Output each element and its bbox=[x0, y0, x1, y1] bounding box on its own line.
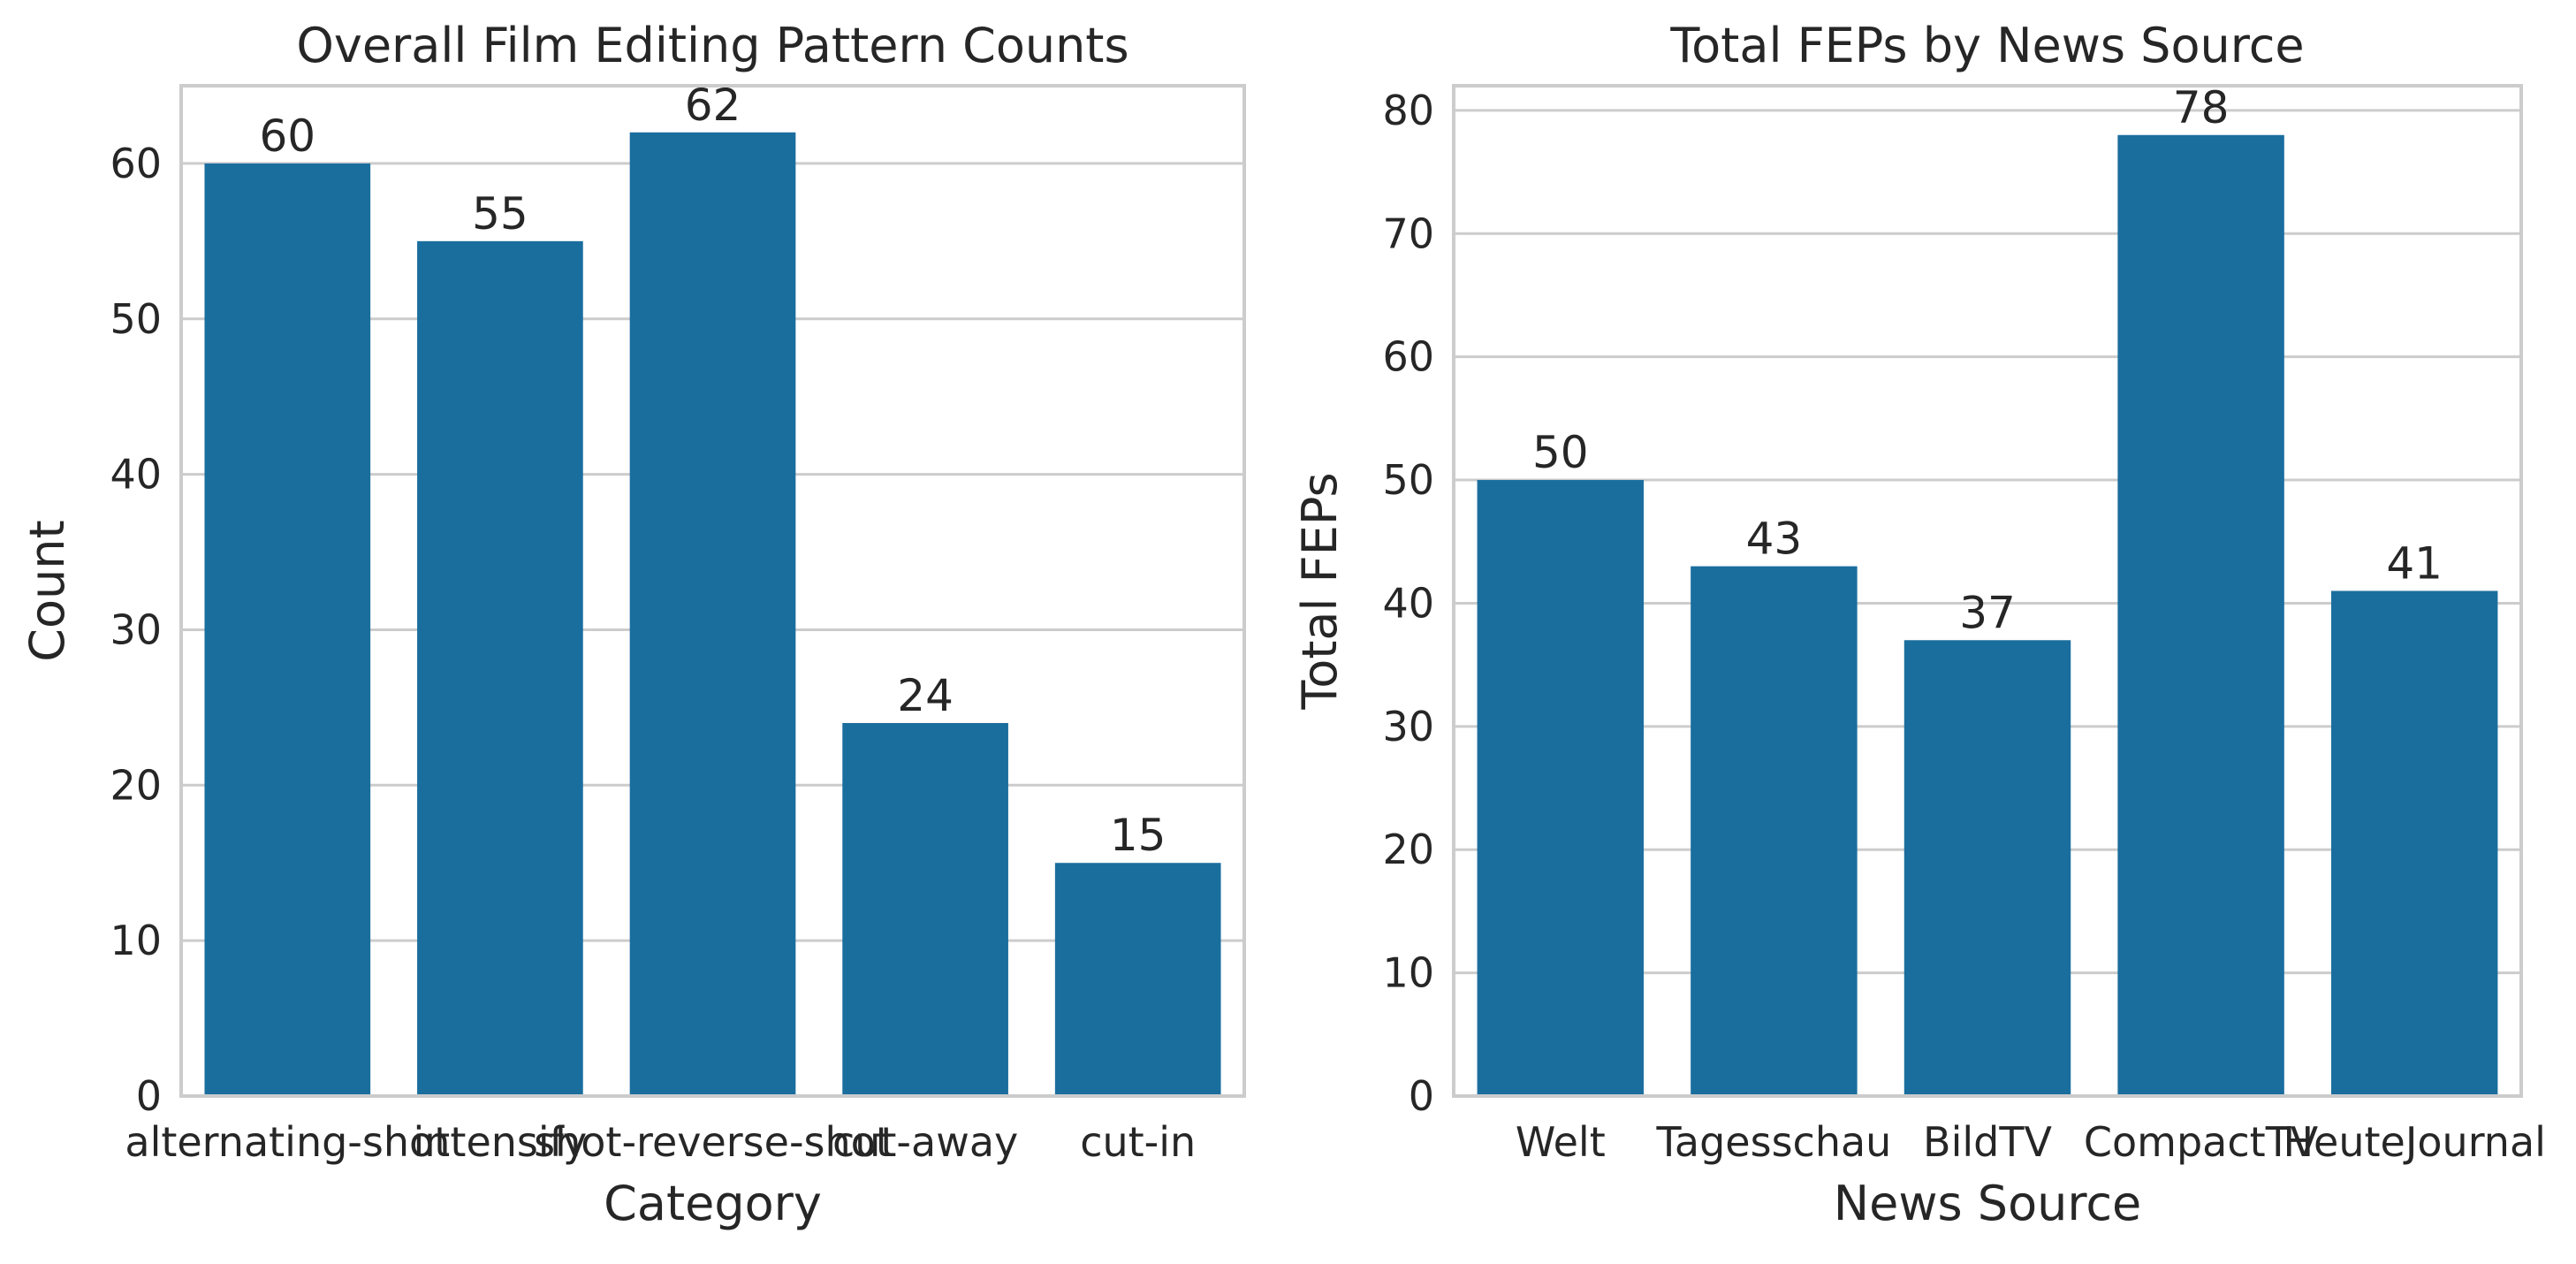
bar bbox=[629, 132, 796, 1096]
chart-fep-counts: Overall Film Editing Pattern Counts Cate… bbox=[19, 18, 1246, 1231]
bar-value-label: 41 bbox=[2386, 538, 2443, 590]
y-axis-label: Count bbox=[19, 520, 75, 661]
bar-value-label: 62 bbox=[685, 80, 741, 131]
bar bbox=[2330, 590, 2498, 1096]
y-tick-label: 30 bbox=[110, 605, 162, 653]
x-axis-label: News Source bbox=[1834, 1176, 2142, 1231]
x-axis-label: Category bbox=[604, 1176, 822, 1231]
x-tick-label: intensify bbox=[414, 1118, 588, 1166]
y-tick-label: 0 bbox=[1409, 1072, 1434, 1120]
y-axis-label: Total FEPs bbox=[1292, 472, 1348, 710]
y-tick-label: 30 bbox=[1382, 703, 1434, 750]
chart-feps-by-source: Total FEPs by News Source News Source To… bbox=[1292, 18, 2546, 1231]
y-tick-label: 50 bbox=[1382, 456, 1434, 504]
y-tick-label: 40 bbox=[1382, 579, 1434, 627]
x-tick-label: shot-reverse-shot bbox=[534, 1118, 892, 1166]
y-tick-label: 60 bbox=[1382, 333, 1434, 381]
y-tick-label: 20 bbox=[110, 761, 162, 809]
y-tick-label: 0 bbox=[136, 1072, 162, 1120]
bar bbox=[1691, 566, 1858, 1096]
bar-value-label: 15 bbox=[1110, 810, 1166, 861]
chart-title: Total FEPs by News Source bbox=[1669, 18, 2304, 73]
plot-frame bbox=[179, 84, 1246, 1098]
bar-value-label: 78 bbox=[2173, 82, 2230, 133]
bar-value-label: 55 bbox=[472, 188, 528, 240]
bar bbox=[204, 163, 371, 1096]
bar bbox=[2117, 134, 2284, 1096]
y-tick-label: 80 bbox=[1382, 87, 1434, 134]
x-tick-label: BildTV bbox=[1923, 1118, 2052, 1166]
bar-value-label: 50 bbox=[1532, 427, 1589, 478]
bar bbox=[842, 722, 1008, 1096]
bar-value-label: 37 bbox=[1959, 587, 2016, 638]
plot-frame bbox=[1452, 84, 2523, 1098]
y-tick-label: 60 bbox=[110, 140, 162, 187]
bar bbox=[1054, 863, 1221, 1096]
bar-value-label: 24 bbox=[897, 670, 954, 721]
bar bbox=[417, 240, 583, 1096]
x-tick-label: CompactTV bbox=[2084, 1118, 2319, 1166]
x-tick-label: cut-in bbox=[1080, 1118, 1196, 1166]
x-tick-label: Welt bbox=[1516, 1118, 1606, 1166]
y-tick-label: 50 bbox=[110, 295, 162, 343]
bar-value-label: 43 bbox=[1746, 514, 1803, 565]
chart-title: Overall Film Editing Pattern Counts bbox=[296, 18, 1128, 73]
x-tick-label: cut-away bbox=[832, 1118, 1018, 1166]
y-tick-label: 20 bbox=[1382, 826, 1434, 873]
bar bbox=[1904, 640, 2071, 1096]
bar-value-label: 60 bbox=[259, 110, 315, 162]
y-tick-label: 70 bbox=[1382, 209, 1434, 257]
y-tick-label: 40 bbox=[110, 451, 162, 499]
x-tick-label: alternating-shot bbox=[125, 1118, 450, 1166]
x-tick-label: Tagesschau bbox=[1655, 1118, 1891, 1166]
y-tick-label: 10 bbox=[110, 917, 162, 964]
x-tick-label: HeuteJournal bbox=[2283, 1118, 2545, 1166]
y-tick-label: 10 bbox=[1382, 949, 1434, 997]
bar bbox=[1477, 480, 1645, 1096]
